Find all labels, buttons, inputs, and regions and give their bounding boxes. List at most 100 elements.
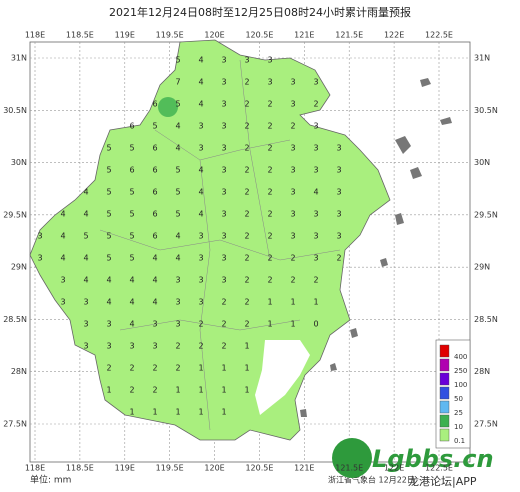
county-borders <box>99 59 341 431</box>
rain-value: 0 <box>313 320 318 329</box>
rain-value: 5 <box>106 188 111 197</box>
legend-label: 400 <box>454 353 467 361</box>
rain-value: 3 <box>313 166 318 175</box>
rain-value: 3 <box>290 188 295 197</box>
rain-value: 4 <box>152 254 157 263</box>
rain-value: 1 <box>244 364 249 373</box>
rain-value: 6 <box>129 122 134 131</box>
rain-value: 3 <box>106 320 111 329</box>
rain-value: 1 <box>221 364 226 373</box>
legend-label: 100 <box>454 381 467 389</box>
rain-value: 4 <box>198 56 203 65</box>
rain-value: 5 <box>175 56 180 65</box>
lon-label-top: 119E <box>115 31 135 40</box>
lat-label-left: 30.5N <box>3 106 27 115</box>
title: 2021年12月24日08时至12月25日08时24小时累计雨量预报 <box>109 5 411 19</box>
rain-value: 2 <box>221 342 226 351</box>
lon-label-bottom: 119E <box>115 464 135 473</box>
rain-value: 5 <box>175 210 180 219</box>
lon-label-bottom: 121E <box>294 464 314 473</box>
lon-label-bottom: 120E <box>204 464 224 473</box>
lon-label-bottom: 120.5E <box>245 464 273 473</box>
rain-value: 3 <box>152 320 157 329</box>
rain-value: 3 <box>175 298 180 307</box>
rain-value: 4 <box>152 298 157 307</box>
rain-value: 2 <box>198 342 203 351</box>
rain-value: 4 <box>175 144 180 153</box>
rain-value: 3 <box>313 232 318 241</box>
rain-value: 2 <box>290 254 295 263</box>
rain-value: 3 <box>37 254 42 263</box>
rain-value: 2 <box>175 342 180 351</box>
value-grid: 5 4 3 3 3 7 4 3 2 3 3 3 6 5 4 3 2 2 3 2 6 5 4 3 3 2 2 2 3 5 5 6 4 3 3 2 2 3 3 3… <box>37 56 341 417</box>
lat-label-left: 29N <box>11 263 27 272</box>
rain-value: 3 <box>37 232 42 241</box>
rain-value: 4 <box>175 254 180 263</box>
legend-label: 10 <box>454 423 463 431</box>
rain-value: 2 <box>244 100 249 109</box>
rain-value: 2 <box>152 386 157 395</box>
rain-value: 4 <box>198 166 203 175</box>
lat-label-left: 27.5N <box>3 420 27 429</box>
rain-value: 5 <box>106 254 111 263</box>
rain-value: 3 <box>106 342 111 351</box>
lat-label-left: 28N <box>11 367 27 376</box>
rain-value: 1 <box>290 298 295 307</box>
rain-value: 3 <box>313 210 318 219</box>
rain-value: 2 <box>244 78 249 87</box>
rain-value: 5 <box>106 210 111 219</box>
rain-value: 3 <box>198 144 203 153</box>
rain-value: 5 <box>152 122 157 131</box>
rain-value: 4 <box>83 276 88 285</box>
rain-value: 4 <box>60 254 65 263</box>
rain-value: 4 <box>129 320 134 329</box>
lon-label-bottom: 122.5E <box>425 464 453 473</box>
dry-area <box>255 340 310 415</box>
rain-value: 4 <box>198 78 203 87</box>
rain-value: 3 <box>221 122 226 131</box>
rain-value: 2 <box>244 188 249 197</box>
lat-label-right: 29.5N <box>474 210 498 219</box>
rain-value: 3 <box>267 56 272 65</box>
rain-value: 2 <box>313 276 318 285</box>
rain-value: 3 <box>221 56 226 65</box>
rain-value: 2 <box>267 144 272 153</box>
rain-value: 1 <box>129 408 134 417</box>
rain-value: 2 <box>129 386 134 395</box>
rain-value: 3 <box>60 298 65 307</box>
lon-label-bottom: 118.5E <box>66 464 94 473</box>
rain-value: 5 <box>175 188 180 197</box>
rain-value: 3 <box>267 78 272 87</box>
rain-value: 5 <box>106 232 111 241</box>
rain-value: 2 <box>313 100 318 109</box>
rain-value: 3 <box>221 276 226 285</box>
rain-value: 1 <box>221 408 226 417</box>
rain-value: 4 <box>83 254 88 263</box>
rain-value: 1 <box>175 408 180 417</box>
rain-value: 4 <box>83 210 88 219</box>
lat-label-right: 30.5N <box>474 106 498 115</box>
rain-value: 3 <box>221 210 226 219</box>
rain-value: 4 <box>106 276 111 285</box>
rain-value: 1 <box>267 320 272 329</box>
rain-value: 7 <box>175 78 180 87</box>
rain-value: 3 <box>175 276 180 285</box>
rain-value: 3 <box>221 144 226 153</box>
lon-label-top: 120.5E <box>245 31 273 40</box>
rain-value: 2 <box>221 320 226 329</box>
rain-value: 3 <box>221 166 226 175</box>
rain-value: 4 <box>129 298 134 307</box>
rain-value: 3 <box>60 276 65 285</box>
rain-patch <box>158 97 178 117</box>
rain-value: 2 <box>267 100 272 109</box>
rain-value: 6 <box>129 166 134 175</box>
rain-value: 4 <box>60 232 65 241</box>
legend-label: 0.1 <box>454 437 465 445</box>
rain-value: 4 <box>313 188 318 197</box>
lat-label-right: 31N <box>474 54 490 63</box>
lat-label-right: 27.5N <box>474 420 498 429</box>
rain-value: 2 <box>290 122 295 131</box>
rain-value: 1 <box>175 386 180 395</box>
lon-label-top: 122.5E <box>425 31 453 40</box>
rain-value: 3 <box>336 188 341 197</box>
